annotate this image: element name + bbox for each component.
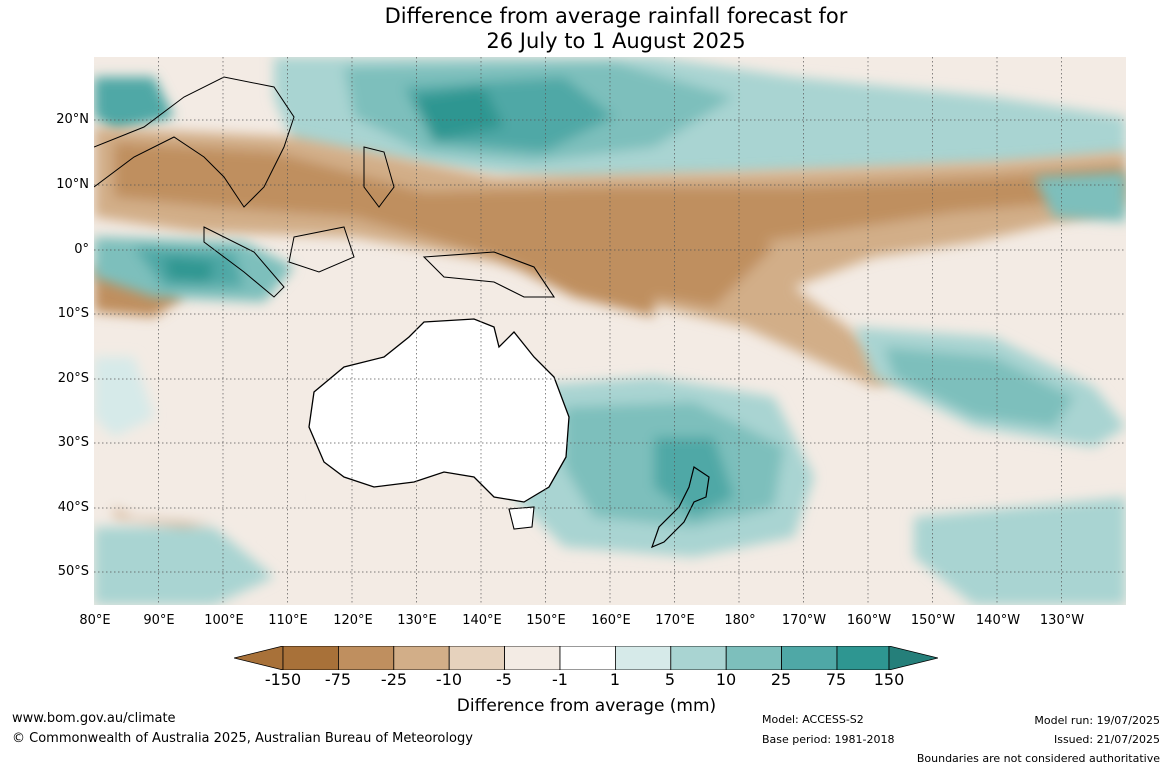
lon-label-130e: 130°E [397,613,437,628]
lon-label-150e: 150°E [526,613,566,628]
map-title-line-2: 26 July to 1 August 2025 [486,29,746,53]
legend-swatch-5 [504,646,561,670]
philippines-outline [363,146,395,208]
new-zealand [650,466,710,549]
lat-label-10s: 10°S [57,306,89,321]
australia-landmass [308,318,570,503]
lat-label-50s: 50°S [57,564,89,579]
legend-swatch-3 [393,646,450,670]
lat-label-30s: 30°S [57,435,89,450]
legend-swatch-2 [338,646,395,670]
new-guinea [422,251,556,298]
legend-tick: -75 [324,670,352,689]
gridlines [94,57,1126,605]
wet-anomaly-north-pacific [94,57,1126,182]
model-name: Model: ACCESS-S2 [762,713,864,726]
wet-anomaly-indian-ocean [94,172,1126,302]
legend-swatch-6 [559,646,616,670]
legend-swatch-dry-extreme [234,646,284,670]
map-title-line-1: Difference from average rainfall forecas… [384,4,848,28]
lon-label-80e: 80°E [79,613,111,628]
sumatra-borneo-outline [203,226,355,298]
lat-label-40s: 40°S [57,500,89,515]
lon-label-170e: 170°E [655,613,695,628]
southeast-asia-coast [94,76,295,208]
legend-swatch-8 [670,646,727,670]
legend-tick: 150 [873,670,905,689]
lat-label-20n: 20°N [56,112,89,127]
legend-swatch-7 [614,646,672,670]
legend-swatch-1 [282,646,339,670]
model-run-date: Model run: 19/07/2025 [1034,714,1160,727]
rainfall-anomaly-map [94,57,1126,605]
lon-label-140w: 140°W [975,613,1021,628]
lon-label-160w: 160°W [846,613,892,628]
legend-tick: 25 [770,670,792,689]
legend-swatch-11 [836,646,890,670]
legend-tick: 75 [825,670,847,689]
issued-date: Issued: 21/07/2025 [1053,733,1160,746]
legend-tick: 1 [609,670,621,689]
legend-tick: 5 [664,670,676,689]
legend-tick: -10 [435,670,463,689]
legend-title: Difference from average (mm) [456,696,717,716]
legend-tick: -25 [380,670,408,689]
legend-colorbar [234,646,938,670]
lat-label-0: 0° [74,242,89,257]
legend-swatch-4 [448,646,505,670]
lat-label-10n: 10°N [56,177,89,192]
lon-label-90e: 90°E [143,613,175,628]
lon-label-160e: 160°E [591,613,631,628]
lon-label-140e: 140°E [462,613,502,628]
legend-tick: -150 [264,670,302,689]
lon-label-100e: 100°E [204,613,244,628]
legend-swatch-10 [781,646,838,670]
southern-anomaly-patches [94,357,1126,605]
legend-swatch-9 [725,646,783,670]
lon-label-150w: 150°W [910,613,956,628]
bom-url-link[interactable]: www.bom.gov.au/climate [12,711,176,726]
map-title: Difference from average rainfall forecas… [0,4,1173,54]
lat-label-20s: 20°S [57,371,89,386]
tasmania [508,506,535,530]
lon-label-110e: 110°E [268,613,308,628]
boundaries-disclaimer: Boundaries are not considered authoritat… [916,752,1160,765]
legend-swatch-wet-extreme [888,646,938,670]
lon-label-170w: 170°W [781,613,827,628]
legend-tick: -5 [496,670,512,689]
lon-label-180: 180° [724,613,756,628]
lon-label-120e: 120°E [333,613,373,628]
copyright-text: © Commonwealth of Australia 2025, Austra… [12,731,473,746]
legend-tick: 10 [715,670,737,689]
lon-label-130w: 130°W [1039,613,1085,628]
base-period: Base period: 1981-2018 [762,733,895,746]
legend-tick: -1 [552,670,568,689]
